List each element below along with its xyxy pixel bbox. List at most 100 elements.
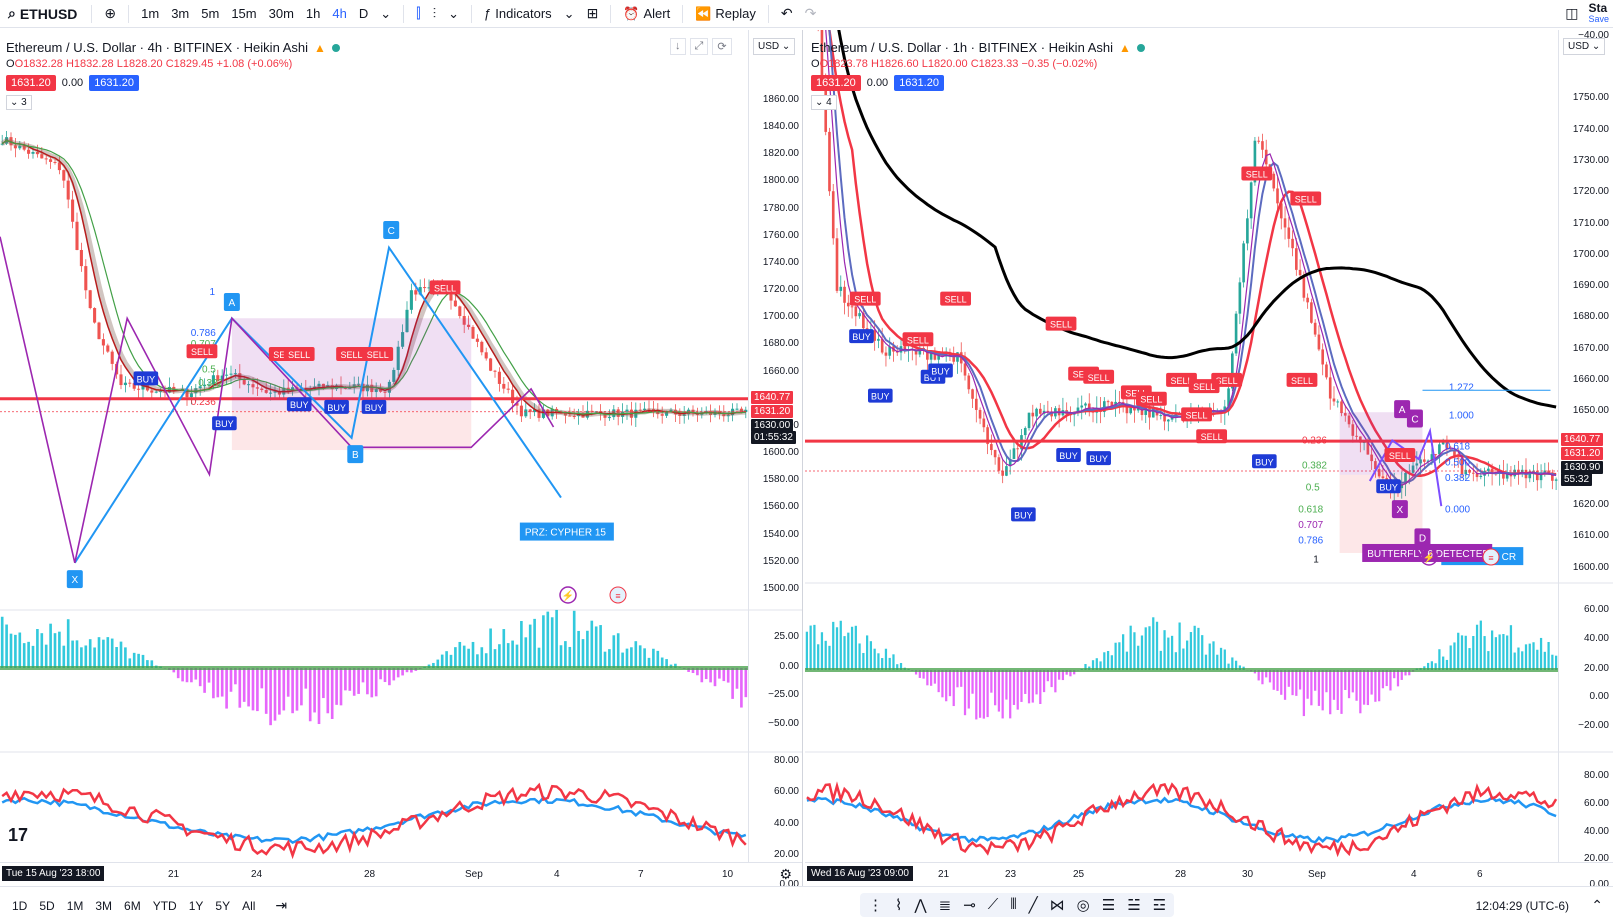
text-notes-icon[interactable]: ☲ [1152,897,1167,914]
interval-D[interactable]: D [358,6,369,21]
bar-timer-label: 01:55:32 [751,430,796,444]
candle-body [1460,457,1464,475]
chart-canvas-4h[interactable]: 10.7860.7070.50.3820.236XABCBUYSELLSELLS… [0,30,803,886]
time-tick-label: 25 [1073,869,1085,880]
indicators-dropdown-icon[interactable]: ⌄ [563,5,575,21]
range-All[interactable]: All [242,898,256,913]
currency-select[interactable]: USD ⌄ [1563,38,1606,55]
candle-body [1257,140,1261,142]
interval-1m[interactable]: 1m [141,6,160,21]
bid-ask-box[interactable]: 1631.20 0.00 1631.20 [811,75,1145,91]
volume-profile-icon[interactable]: ⫴ [1010,896,1017,913]
buy-price[interactable]: 1631.20 [894,75,944,91]
signal-label: SELL [1246,169,1268,179]
signal-label: BUY [871,392,890,402]
head-shoulders-icon[interactable]: ⋈ [1049,897,1065,914]
chart-panel-1h[interactable]: 1.272 1.000 0.618 0.500 0.382 0.000 0.236 0.382… [805,30,1613,886]
chart-type-icon[interactable]: ⫶ [432,5,437,21]
clock-label[interactable]: 12:04:29 (UTC-6) [1475,899,1569,913]
fib-extension-icon[interactable]: ☰ [1101,897,1116,914]
goto-date-icon[interactable]: ⇥ [275,897,288,913]
price-scale[interactable]: 1750.00 1740.00 1730.00 1720.00 1710.00 1700.… [1558,30,1613,886]
signal-label: SELL [367,350,389,360]
interval-15m[interactable]: 15m [231,6,257,21]
publish-button[interactable]: Sta Save [1588,2,1609,25]
layout-panel-icon[interactable]: ◫ [1565,5,1579,21]
interval-4h[interactable]: 4h [332,6,347,21]
interval-3m[interactable]: 3m [171,6,190,21]
candle-body [137,388,141,390]
flame-icon: ▲ [1118,40,1131,55]
buy-price[interactable]: 1631.20 [89,75,139,91]
interval-30m[interactable]: 30m [268,6,294,21]
trend-line-icon[interactable]: ╱ [1028,897,1038,914]
symbol-search[interactable]: ⌕ ETHUSD [0,5,85,22]
candle-body [62,170,66,181]
rsi-tick-label: 20.00 [773,849,799,860]
arrow-down-icon[interactable]: ↓ [670,38,686,55]
drag-handle-icon[interactable]: ⋮ [868,897,883,914]
fib-retracement-icon[interactable]: ≣ [938,897,952,914]
candle-body [678,414,682,416]
undo-icon[interactable]: ↶ [780,5,793,21]
indicator-count[interactable]: ⌄ 4 [811,95,837,110]
range-3M[interactable]: 3M [95,898,113,913]
sync-icon[interactable]: ⟳ [712,38,732,55]
fib-level-label: 0.500 [1445,457,1470,468]
range-6M[interactable]: 6M [124,898,141,913]
abcd-pattern-icon[interactable]: ⌇ [895,897,903,914]
candle-body [1359,436,1362,443]
signal-label: BUY [931,367,950,377]
chart-canvas-1h[interactable]: 1.272 1.000 0.618 0.500 0.382 0.000 0.236 0.382… [805,30,1613,886]
candle-body [167,386,171,393]
layout-grid-icon[interactable]: ⊞ [586,5,599,21]
candle-body [903,346,907,350]
currency-select[interactable]: USD ⌄ [753,38,796,55]
chart-panel-4h[interactable]: 10.7860.7070.50.3820.236XABCBUYSELLSELLS… [0,30,803,886]
sell-price[interactable]: 1631.20 [811,75,861,91]
indicator-count[interactable]: ⌄ 3 [6,95,32,110]
range-1D[interactable]: 1D [12,898,28,913]
chart-type-dropdown-icon[interactable]: ⌄ [448,5,460,21]
candle-body [884,352,888,356]
expand-icon[interactable]: ⌃ [1591,897,1603,913]
maximize-icon[interactable]: ⤢ [689,38,709,55]
candle-body [862,313,865,329]
fib-level-label: 0.382 [198,378,223,389]
range-1Y[interactable]: 1Y [188,898,204,913]
sell-price[interactable]: 1631.20 [6,75,56,91]
candle-body [462,316,466,325]
replay-button[interactable]: ⏪ Replay [689,6,762,22]
candle-body [493,370,497,372]
candle-body [828,131,831,192]
redo-icon[interactable]: ↷ [804,5,817,21]
candle-body [458,306,462,317]
settings-gear-icon[interactable]: ⚙ [779,866,792,882]
candle-body [937,354,940,360]
time-axis[interactable]: Tue 15 Aug '23 18:00 21 24 28 Sep 4 7 10 [0,862,802,886]
time-axis[interactable]: Wed 16 Aug '23 09:00 21 23 25 28 30 Sep 4 6 [805,862,1613,886]
fib-circle-icon[interactable]: ◎ [1076,897,1090,914]
interval-5m[interactable]: 5m [201,6,220,21]
candle-body [691,409,695,413]
candles-icon[interactable]: ⫿ [416,5,421,21]
add-symbol-icon[interactable]: ⊕ [104,5,117,21]
price-scale[interactable]: 1860.00 1840.00 1820.00 1800.00 1780.00 1760.… [748,30,802,886]
bid-ask-box[interactable]: 1631.20 0.00 1631.20 [6,75,340,91]
range-5Y[interactable]: 5Y [215,898,231,913]
pitchfork-icon[interactable]: ⟋ [987,896,999,913]
range-YTD[interactable]: YTD [152,898,177,913]
interval-1h[interactable]: 1h [305,6,321,21]
range-1M[interactable]: 1M [66,898,84,913]
xabcd-pattern-icon[interactable]: ⋀ [914,897,927,914]
fib-channel-icon[interactable]: ☱ [1127,897,1141,914]
interval-dropdown-icon[interactable]: ⌄ [380,5,392,21]
divider [682,4,684,23]
candle-body [665,411,669,416]
alert-button[interactable]: ⏰ Alert [617,6,676,22]
indicators-button[interactable]: ƒ Indicators [478,6,558,21]
currency-label: USD [758,41,780,52]
horizontal-line-icon[interactable]: ⊸ [963,897,976,914]
chart-title: Ethereum / U.S. Dollar · 4h · BITFINEX ·… [6,40,308,55]
range-5D[interactable]: 5D [39,898,55,913]
